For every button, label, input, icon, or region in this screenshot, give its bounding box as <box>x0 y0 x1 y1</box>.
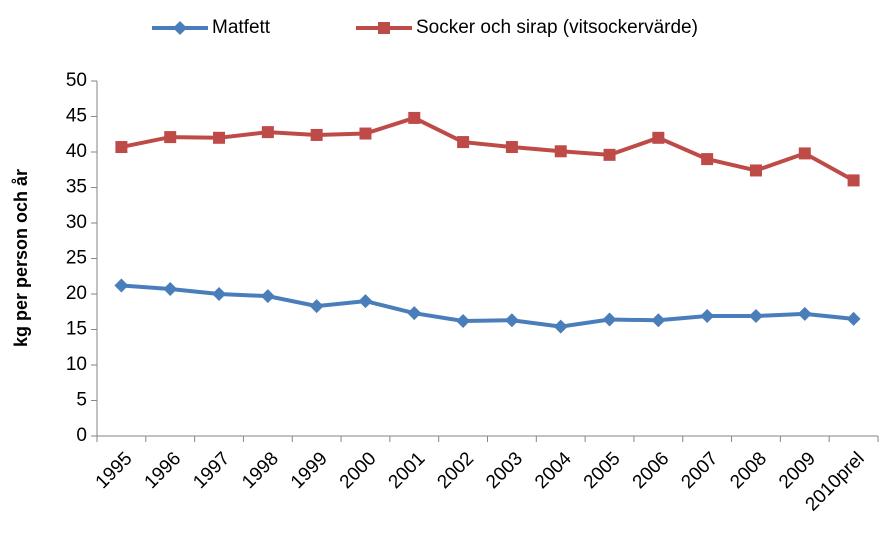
y-tick-label: 25 <box>66 248 87 269</box>
point <box>748 309 763 324</box>
x-tick-label: 2005 <box>580 448 625 493</box>
point <box>261 126 274 139</box>
point <box>408 111 421 124</box>
x-tick-label: 2003 <box>482 448 527 493</box>
point <box>115 141 128 154</box>
point <box>847 174 860 187</box>
point <box>456 313 471 328</box>
y-tick-label: 30 <box>66 212 87 233</box>
point <box>309 299 324 314</box>
x-tick-label: 2008 <box>726 448 771 493</box>
line <box>121 115 855 183</box>
point <box>504 313 519 328</box>
point <box>212 287 227 301</box>
point <box>457 136 470 149</box>
point <box>700 309 715 324</box>
x-tick-label: 2006 <box>629 448 674 493</box>
y-tick-label: 40 <box>66 141 87 162</box>
x-tick-label: 2009 <box>775 448 820 493</box>
y-tick-label: 10 <box>66 354 87 375</box>
point <box>602 312 617 327</box>
x-tick-label: 1998 <box>238 448 283 493</box>
point <box>652 131 665 144</box>
line <box>121 283 854 329</box>
x-tick-label: 2001 <box>385 448 430 493</box>
x-tick-label: 2002 <box>433 448 478 493</box>
point <box>701 153 714 166</box>
point <box>114 278 129 293</box>
x-tick-label: 2004 <box>531 448 576 493</box>
x-tick-label: 2000 <box>336 448 381 493</box>
point <box>260 289 275 304</box>
x-tick-label: 1995 <box>92 448 137 493</box>
point <box>359 127 372 140</box>
point <box>505 141 518 154</box>
y-tick-label: 20 <box>66 283 87 304</box>
y-tick-label: 50 <box>66 70 87 91</box>
x-tick-label: 1997 <box>189 448 234 493</box>
point <box>846 311 861 326</box>
y-tick-label: 45 <box>66 106 87 127</box>
x-tick-label: 1999 <box>287 448 332 493</box>
point <box>603 148 616 161</box>
y-axis-label: kg per person och år <box>11 169 31 347</box>
point <box>407 306 422 321</box>
x-tick-label: 1996 <box>141 448 186 493</box>
legend-label: Matfett <box>212 17 271 38</box>
point <box>797 306 812 321</box>
point <box>163 282 178 297</box>
y-tick-label: 35 <box>66 177 87 198</box>
legend-marker <box>173 21 187 35</box>
y-tick-label: 15 <box>66 319 87 340</box>
point <box>749 164 762 177</box>
point <box>798 147 811 160</box>
y-tick-label: 0 <box>76 425 87 446</box>
point <box>553 319 568 334</box>
point <box>213 131 226 144</box>
x-tick-label: 2007 <box>677 448 722 493</box>
point <box>164 131 177 144</box>
y-tick-label: 5 <box>76 390 87 411</box>
point <box>310 128 323 141</box>
legend-label: Socker och sirap (vitsockervärde) <box>416 17 698 38</box>
legend-marker <box>378 22 390 34</box>
point <box>554 145 567 158</box>
point <box>358 294 373 309</box>
point <box>651 313 666 328</box>
